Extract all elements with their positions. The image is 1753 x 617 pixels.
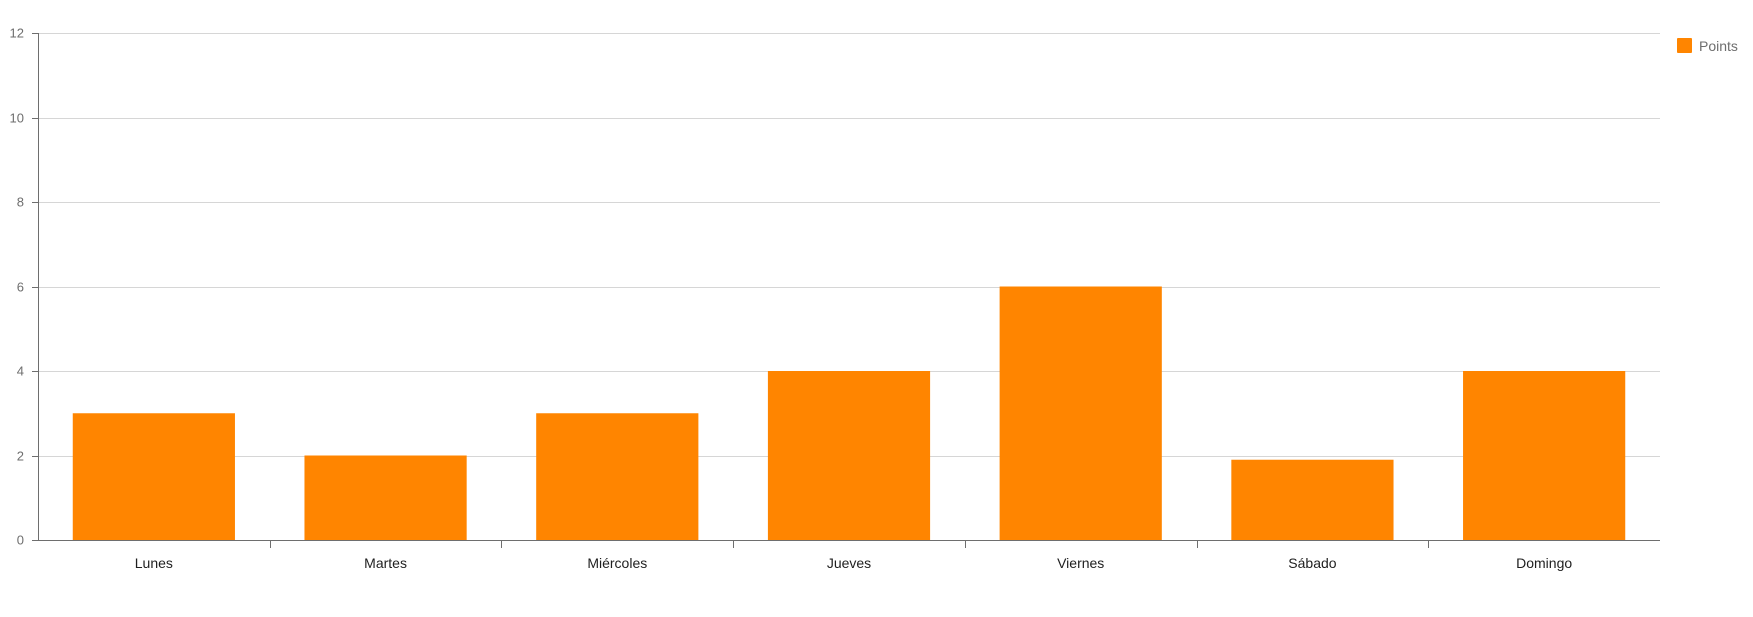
y-tick-label-0: 0 (17, 533, 24, 548)
bar-sábado (1231, 459, 1394, 540)
bar-miércoles (536, 413, 699, 540)
legend-swatch-points (1677, 38, 1692, 53)
x-tick-label-jueves: Jueves (827, 555, 871, 571)
x-tick-label-domingo: Domingo (1516, 555, 1572, 571)
y-tick-label-2: 2 (17, 449, 24, 464)
axes (38, 33, 1660, 541)
legend-label-points: Points (1699, 38, 1738, 54)
bar-viernes (999, 286, 1162, 540)
y-tick-label-6: 6 (17, 280, 24, 295)
x-tick-label-viernes: Viernes (1057, 555, 1104, 571)
x-tick-label-martes: Martes (364, 555, 407, 571)
y-tick-label-4: 4 (17, 364, 24, 379)
x-tick-label-lunes: Lunes (135, 555, 173, 571)
legend[interactable]: Points (1677, 38, 1738, 54)
bar-martes (304, 455, 467, 540)
y-tick-label-12: 12 (10, 26, 24, 41)
bar-jueves (767, 371, 931, 540)
grid-lines (38, 33, 1660, 457)
y-tick-label-8: 8 (17, 195, 24, 210)
bars (72, 286, 1626, 540)
x-tick-label-miércoles: Miércoles (587, 555, 647, 571)
bar-lunes (72, 413, 235, 540)
bar-domingo (1463, 371, 1626, 540)
y-axis-ticks: 0 2 4 6 8 10 12 (10, 26, 38, 548)
x-axis-ticks: Lunes Martes Miércoles Jueves Viernes Sábado D… (135, 540, 1572, 571)
x-tick-label-sábado: Sábado (1288, 555, 1336, 571)
y-tick-label-10: 10 (10, 111, 24, 126)
